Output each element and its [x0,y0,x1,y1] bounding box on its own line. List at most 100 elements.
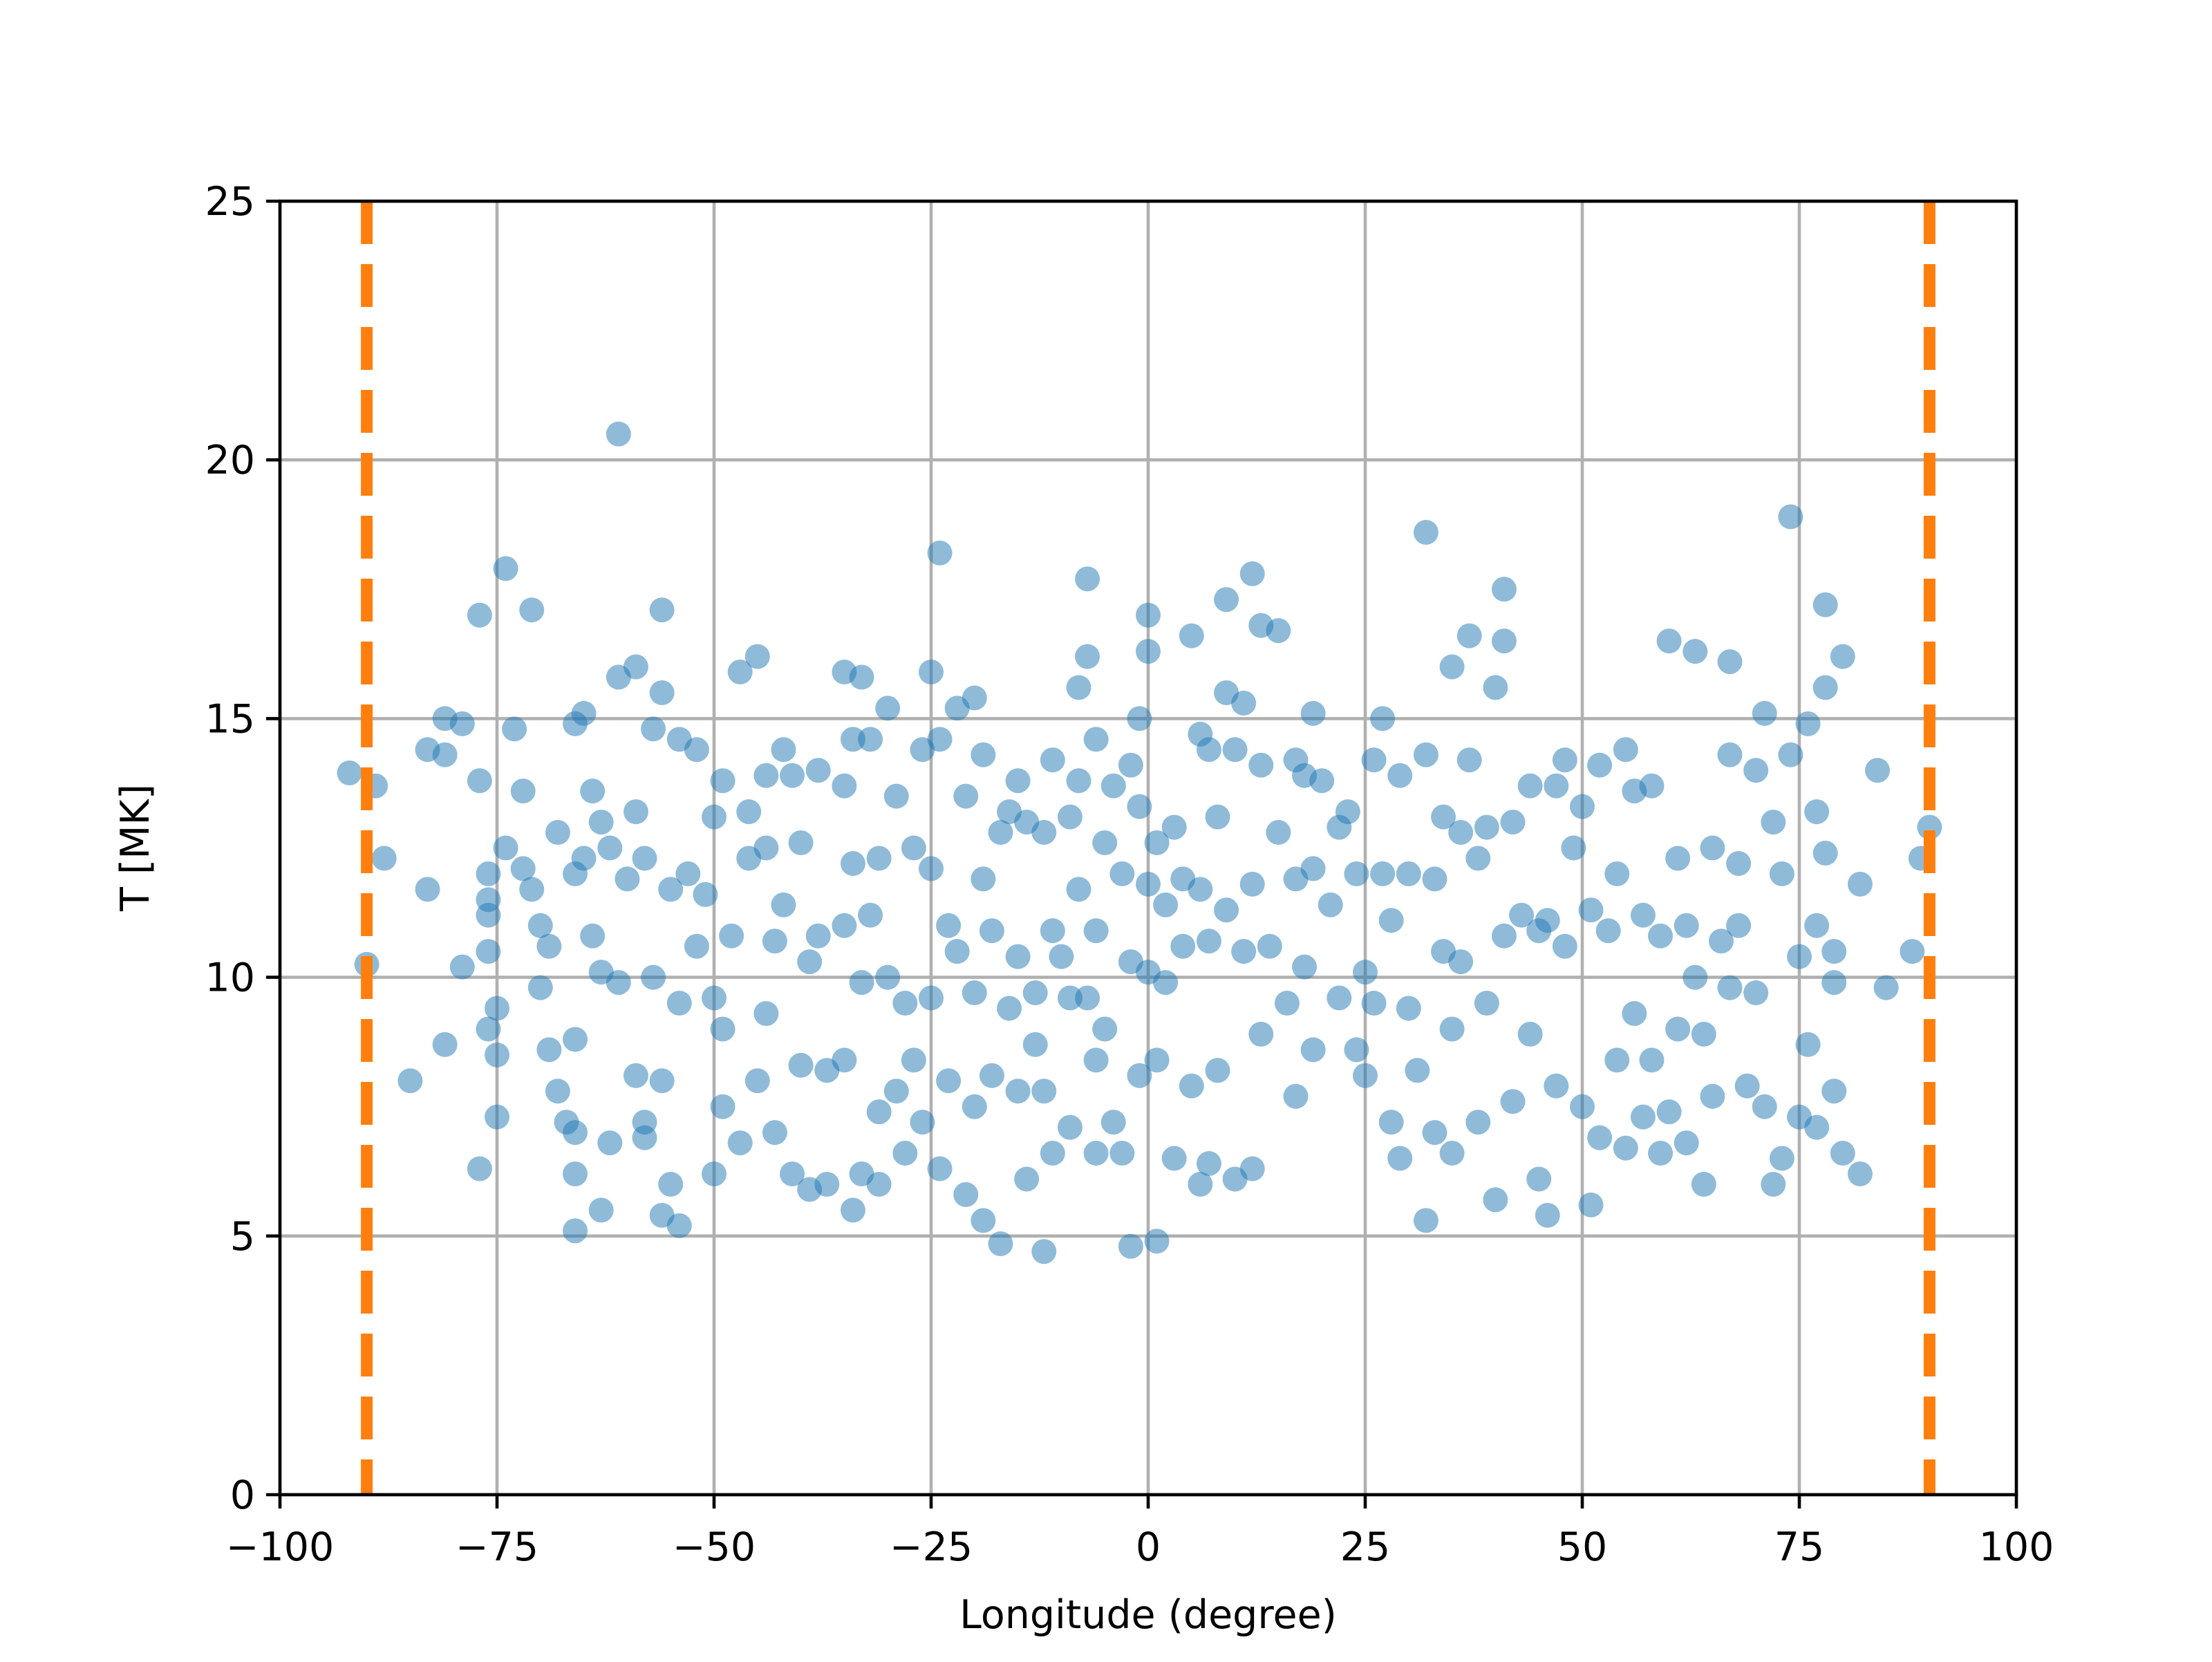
point [1752,1094,1777,1119]
point [927,1156,953,1182]
point [1005,768,1031,794]
point [563,1027,588,1052]
point [719,923,744,949]
point [623,799,648,825]
point [702,1161,727,1186]
point [467,1156,492,1182]
point [1092,1016,1118,1042]
point [1665,846,1691,871]
point [397,1068,423,1094]
point [1613,737,1638,763]
point [1005,1079,1031,1104]
point [1517,773,1543,799]
plot-frame [278,199,2018,1497]
point [927,727,953,752]
point [1118,1233,1143,1259]
point [1283,1083,1309,1109]
point [1439,1141,1465,1166]
point [649,1068,675,1094]
point [588,810,614,835]
point [1656,628,1682,654]
point [753,835,779,861]
point [1109,861,1135,886]
point [1674,913,1699,938]
point [1005,944,1031,969]
point [1804,1114,1830,1140]
point [1118,752,1143,778]
point [1205,1058,1230,1083]
point [1769,1146,1794,1171]
point [1318,892,1343,917]
point [744,1068,770,1094]
point [936,913,962,938]
point [832,913,857,938]
point [953,783,979,809]
point [1040,1141,1065,1166]
point [997,996,1022,1021]
point [1812,675,1838,700]
point [744,644,770,669]
point [519,877,545,902]
point [1708,928,1734,954]
y-axis-label: T [MK] [113,784,158,912]
point [840,727,865,752]
point [1552,747,1577,773]
point [1578,1192,1604,1217]
point [1509,902,1535,928]
point [1734,1073,1760,1099]
point [684,933,709,959]
point [710,1094,735,1119]
point [623,654,648,680]
point [866,846,892,871]
point [702,804,727,830]
point [1309,768,1335,794]
point [1274,991,1300,1016]
x-tick-label: 75 [1774,1524,1825,1570]
point [1448,820,1474,846]
point [597,835,623,861]
point [1396,861,1421,886]
point [571,846,597,871]
point [510,856,536,881]
point [1726,913,1752,938]
point [736,799,762,825]
point [1083,1141,1109,1166]
point [1031,1079,1057,1104]
point [1717,649,1743,675]
y-tick-label: 25 [205,179,255,225]
point [866,1099,892,1125]
point [1083,1047,1109,1073]
point [988,820,1013,846]
point [1552,933,1577,959]
point [1196,1151,1221,1177]
point [693,881,718,907]
point [1830,644,1855,669]
point [449,954,475,980]
point [1196,737,1221,763]
point [597,1130,623,1156]
point [1378,1110,1404,1135]
point [1031,820,1057,846]
point [1335,799,1360,825]
y-tick-label: 15 [205,696,255,742]
point [1439,654,1465,680]
point [1292,954,1318,980]
point [962,1094,987,1119]
point [1083,727,1109,752]
point [1595,918,1621,944]
point [1179,623,1204,648]
x-tick-label: 0 [1136,1524,1161,1570]
point [432,1031,458,1057]
point [1057,1114,1082,1140]
point [1370,861,1396,886]
point [1865,758,1891,783]
point [1483,675,1508,700]
point [1847,1161,1873,1186]
point [1413,742,1438,767]
y-tick-label: 10 [205,955,255,1001]
point [606,421,631,447]
point [1040,747,1065,773]
point [840,1197,865,1223]
point [1239,1156,1265,1182]
point [753,763,779,788]
